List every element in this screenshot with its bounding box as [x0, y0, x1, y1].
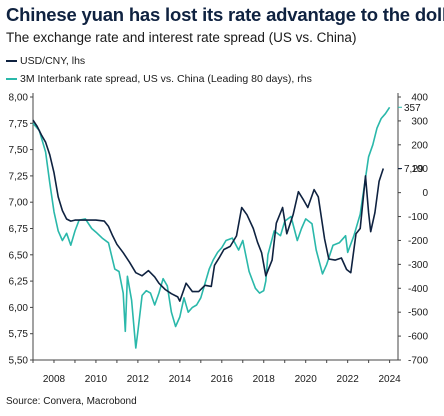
- end-label-spread: 357: [404, 103, 421, 114]
- left-tick-label: 8,00: [9, 93, 29, 104]
- legend-entry-usdcny: USD/CNY, lhs: [6, 55, 85, 67]
- right-tick-label: -500: [408, 308, 428, 319]
- left-tick-label: 7,50: [9, 145, 29, 156]
- right-tick-label: -100: [408, 212, 428, 223]
- x-tick-label: 2020: [295, 374, 318, 385]
- legend-entry-spread: 3M Interbank rate spread, US vs. China (…: [6, 73, 312, 85]
- left-tick-label: 5,75: [9, 329, 29, 340]
- right-tick-label: -400: [408, 284, 428, 295]
- left-tick-label: 5,50: [9, 356, 29, 367]
- right-tick-label: -700: [408, 356, 428, 367]
- left-tick-label: 7,75: [9, 119, 29, 130]
- right-tick-label: 200: [411, 140, 428, 151]
- legend-swatch-spread: [6, 78, 17, 80]
- series-line-spread: [32, 106, 391, 349]
- left-tick-label: 7,00: [9, 198, 29, 209]
- chart-subtitle: The exchange rate and interest rate spre…: [6, 30, 357, 45]
- x-tick-label: 2016: [211, 374, 234, 385]
- legend-label-spread: 3M Interbank rate spread, US vs. China (…: [20, 73, 312, 85]
- right-tick-label: -200: [408, 236, 428, 247]
- x-tick-label: 2014: [169, 374, 192, 385]
- left-tick-label: 6,50: [9, 250, 29, 261]
- right-tick-label: 300: [411, 116, 428, 127]
- right-tick-label: 100: [411, 164, 428, 175]
- x-tick-label: 2024: [378, 374, 401, 385]
- chart-title: Chinese yuan has lost its rate advantage…: [6, 4, 444, 25]
- source-note: Source: Convera, Macrobond: [6, 396, 137, 407]
- x-tick-label: 2012: [127, 374, 150, 385]
- right-tick-label: 400: [411, 93, 428, 104]
- right-tick-label: -300: [408, 260, 428, 271]
- x-tick-label: 2022: [337, 374, 360, 385]
- end-label-usdcny: 7,29: [404, 164, 424, 175]
- right-tick-label: 0: [422, 188, 428, 199]
- left-tick-label: 7,25: [9, 171, 29, 182]
- x-tick-label: 2018: [253, 374, 276, 385]
- legend-swatch-usdcny: [6, 60, 17, 62]
- series-line-usdcny: [32, 119, 385, 302]
- left-tick-label: 6,25: [9, 277, 29, 288]
- x-tick-label: 2008: [43, 374, 66, 385]
- x-tick-label: 2010: [85, 374, 108, 385]
- legend-label-usdcny: USD/CNY, lhs: [20, 55, 86, 67]
- right-tick-label: -600: [408, 332, 428, 343]
- left-tick-label: 6,00: [9, 303, 29, 314]
- left-tick-label: 6,75: [9, 224, 29, 235]
